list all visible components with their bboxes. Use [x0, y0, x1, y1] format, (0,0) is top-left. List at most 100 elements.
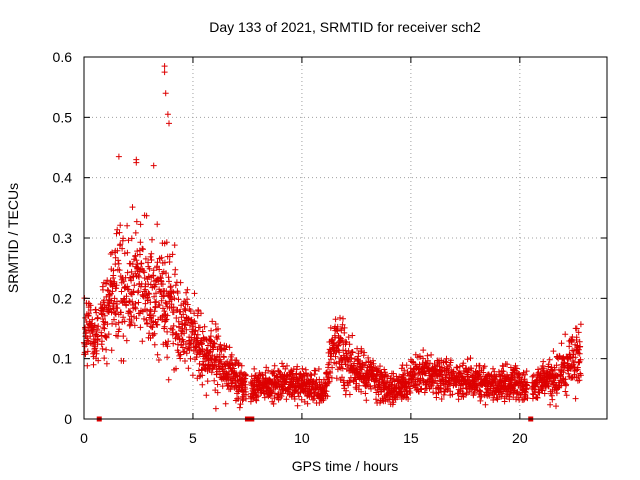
data-point [228, 351, 235, 358]
data-point [188, 319, 195, 326]
data-point [132, 300, 139, 307]
data-point [562, 376, 569, 383]
data-point [144, 320, 151, 326]
data-point [153, 298, 160, 305]
data-point [474, 383, 481, 390]
data-point [84, 348, 91, 355]
data-point [166, 259, 173, 265]
data-point [394, 394, 401, 401]
data-point [180, 311, 187, 318]
data-point [271, 390, 278, 397]
data-point [133, 257, 140, 264]
data-point [121, 250, 128, 257]
data-point [434, 380, 441, 387]
data-point [501, 398, 508, 405]
data-point [153, 290, 159, 297]
y-tick-labels: 0 0.1 0.2 0.3 0.4 0.5 0.6 [53, 49, 73, 427]
y-tick-label: 0.6 [53, 49, 73, 65]
data-point [197, 324, 203, 331]
data-point [329, 364, 336, 371]
data-point [123, 337, 130, 344]
data-point [381, 366, 388, 373]
data-point [191, 310, 198, 317]
data-point [124, 269, 131, 276]
data-point [214, 381, 221, 388]
data-point [84, 362, 91, 369]
data-point [336, 349, 343, 356]
data-point [215, 325, 221, 332]
data-point [522, 371, 528, 378]
data-point [154, 321, 161, 328]
x-tick-labels: 0 5 10 15 20 [80, 430, 528, 446]
data-point [347, 358, 354, 365]
data-point [192, 328, 199, 335]
data-point [401, 367, 408, 374]
data-point [161, 259, 168, 266]
data-point [201, 323, 208, 330]
data-point [577, 343, 583, 350]
data-point [207, 355, 214, 362]
data-point [152, 299, 158, 306]
data-point [113, 230, 120, 237]
data-point [138, 260, 145, 267]
data-point [328, 356, 334, 363]
data-point [208, 369, 215, 376]
data-point [427, 360, 433, 367]
data-point [279, 360, 285, 367]
data-point [147, 253, 154, 260]
data-point [243, 395, 249, 402]
data-point [343, 339, 350, 346]
data-point [116, 326, 123, 333]
data-point [177, 279, 184, 286]
data-point [120, 333, 127, 340]
data-point [333, 375, 340, 382]
data-point [265, 367, 272, 374]
data-point [237, 370, 243, 377]
data-point [343, 387, 350, 394]
data-point [151, 341, 158, 348]
data-point [576, 350, 583, 357]
data-point [154, 259, 161, 266]
data-point [507, 389, 514, 396]
data-point [467, 355, 474, 362]
data-point [135, 265, 141, 272]
data-point [534, 394, 541, 401]
data-point [553, 403, 559, 410]
y-tick-label: 0.4 [53, 170, 73, 186]
data-point [125, 286, 132, 293]
data-point [481, 363, 488, 370]
data-point [128, 313, 135, 320]
data-point [326, 378, 333, 385]
data-point [229, 380, 236, 387]
data-point [196, 360, 203, 367]
data-point [159, 281, 166, 288]
data-point [236, 404, 243, 411]
data-point [199, 372, 206, 379]
data-point [563, 381, 570, 388]
x-tick-label: 15 [403, 430, 419, 446]
data-point [170, 340, 177, 347]
data-point [154, 351, 161, 358]
data-point [161, 308, 168, 315]
data-point [499, 362, 506, 369]
data-point [299, 365, 306, 372]
data-point [438, 396, 445, 402]
data-point [455, 396, 462, 403]
data-point [346, 341, 353, 348]
data-point [192, 320, 199, 327]
data-point [93, 350, 100, 357]
data-point [184, 345, 190, 352]
data-point [183, 289, 190, 296]
data-point [187, 308, 194, 314]
data-point [567, 353, 574, 360]
data-point [535, 366, 541, 373]
data-point [529, 395, 536, 402]
data-point [171, 242, 178, 249]
data-point [504, 361, 511, 368]
data-point [524, 395, 531, 402]
data-point [199, 381, 206, 388]
data-point [135, 272, 142, 279]
data-point [155, 357, 162, 363]
data-point [373, 396, 379, 403]
data-point [144, 296, 151, 302]
